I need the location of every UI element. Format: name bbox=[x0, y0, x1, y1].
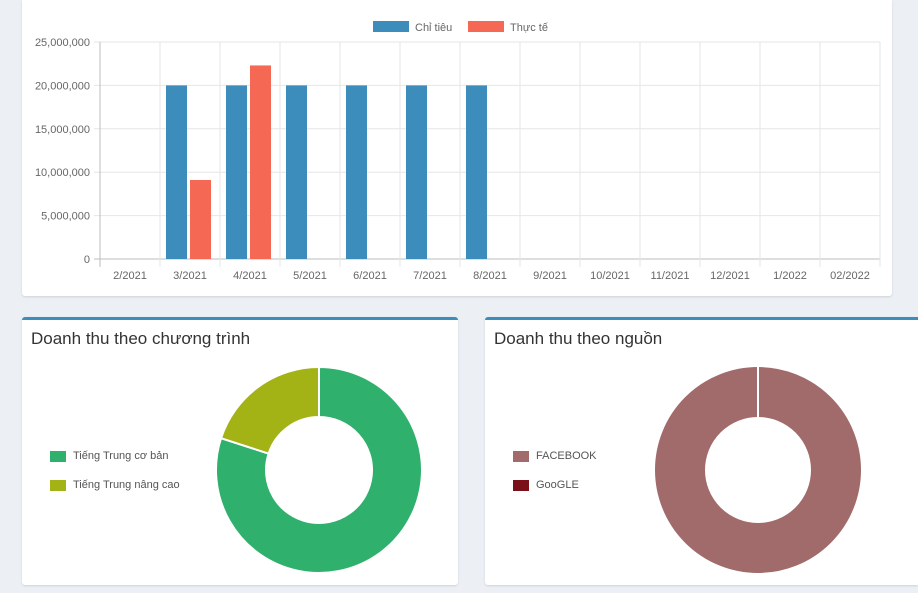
bar-target bbox=[166, 85, 187, 260]
program-legend: Tiếng Trung cơ bản Tiếng Trung nâng cao bbox=[50, 448, 180, 506]
y-tick-label: 0 bbox=[84, 254, 90, 266]
x-tick-label: 3/2021 bbox=[173, 270, 207, 282]
x-tick-label: 6/2021 bbox=[353, 270, 387, 282]
bar-target bbox=[286, 85, 307, 260]
legend-label: Thực tế bbox=[510, 22, 548, 34]
source-legend: FACEBOOK GooGLE bbox=[513, 448, 597, 506]
bar-target bbox=[346, 85, 367, 260]
bar-actual bbox=[190, 180, 211, 259]
legend-swatch bbox=[513, 450, 529, 462]
y-tick-label: 5,000,000 bbox=[41, 211, 90, 223]
legend-label: Tiếng Trung cơ bản bbox=[73, 450, 169, 462]
x-tick-label: 11/2021 bbox=[651, 270, 690, 282]
bar-target bbox=[406, 85, 427, 260]
source-donut-chart bbox=[655, 367, 861, 573]
legend-label: FACEBOOK bbox=[536, 450, 597, 462]
x-tick-label: 2/2021 bbox=[113, 270, 147, 282]
legend-label: Chỉ tiêu bbox=[415, 22, 452, 34]
program-legend-item[interactable]: Tiếng Trung cơ bản bbox=[50, 448, 180, 464]
y-tick-label: 10,000,000 bbox=[35, 167, 90, 179]
legend-swatch bbox=[50, 479, 66, 491]
source-legend-item[interactable]: GooGLE bbox=[513, 477, 597, 493]
revenue-by-source-card: Doanh thu theo nguồn FACEBOOK GooGLE bbox=[485, 317, 918, 585]
bar-actual bbox=[250, 65, 271, 259]
bar-target bbox=[226, 85, 247, 260]
legend-swatch bbox=[513, 479, 529, 491]
target-vs-actual-card: 0 5,000,000 10,000,000 15,000,000 20,000,000… bbox=[22, 0, 892, 296]
program-card-title: Doanh thu theo chương trình bbox=[31, 329, 251, 348]
donut-slice bbox=[219, 365, 320, 455]
legend-label: GooGLE bbox=[536, 479, 579, 491]
legend-swatch bbox=[373, 21, 409, 32]
x-tick-label: 9/2021 bbox=[533, 270, 567, 282]
bar-target bbox=[466, 85, 487, 260]
x-tick-label: 02/2022 bbox=[830, 270, 870, 282]
revenue-by-program-card: Doanh thu theo chương trình Tiếng Trung … bbox=[22, 317, 458, 585]
source-card-title: Doanh thu theo nguồn bbox=[494, 329, 663, 348]
x-tick-label: 12/2021 bbox=[710, 270, 750, 282]
x-tick-label: 10/2021 bbox=[590, 270, 630, 282]
bar-chart: 0 5,000,000 10,000,000 15,000,000 20,000,000… bbox=[35, 21, 881, 282]
program-legend-item[interactable]: Tiếng Trung nâng cao bbox=[50, 477, 180, 493]
x-tick-label: 1/2022 bbox=[773, 270, 807, 282]
y-tick-label: 25,000,000 bbox=[35, 37, 90, 49]
x-tick-label: 7/2021 bbox=[413, 270, 447, 282]
y-tick-label: 15,000,000 bbox=[35, 124, 90, 136]
legend-swatch bbox=[468, 21, 504, 32]
x-tick-label: 8/2021 bbox=[473, 270, 507, 282]
legend-swatch bbox=[50, 450, 66, 462]
program-donut-chart bbox=[215, 365, 423, 574]
y-tick-label: 20,000,000 bbox=[35, 80, 90, 92]
legend-label: Tiếng Trung nâng cao bbox=[73, 479, 180, 491]
source-legend-item[interactable]: FACEBOOK bbox=[513, 448, 597, 464]
x-tick-label: 4/2021 bbox=[233, 270, 267, 282]
donut-slice bbox=[215, 365, 423, 574]
x-tick-label: 5/2021 bbox=[293, 270, 327, 282]
